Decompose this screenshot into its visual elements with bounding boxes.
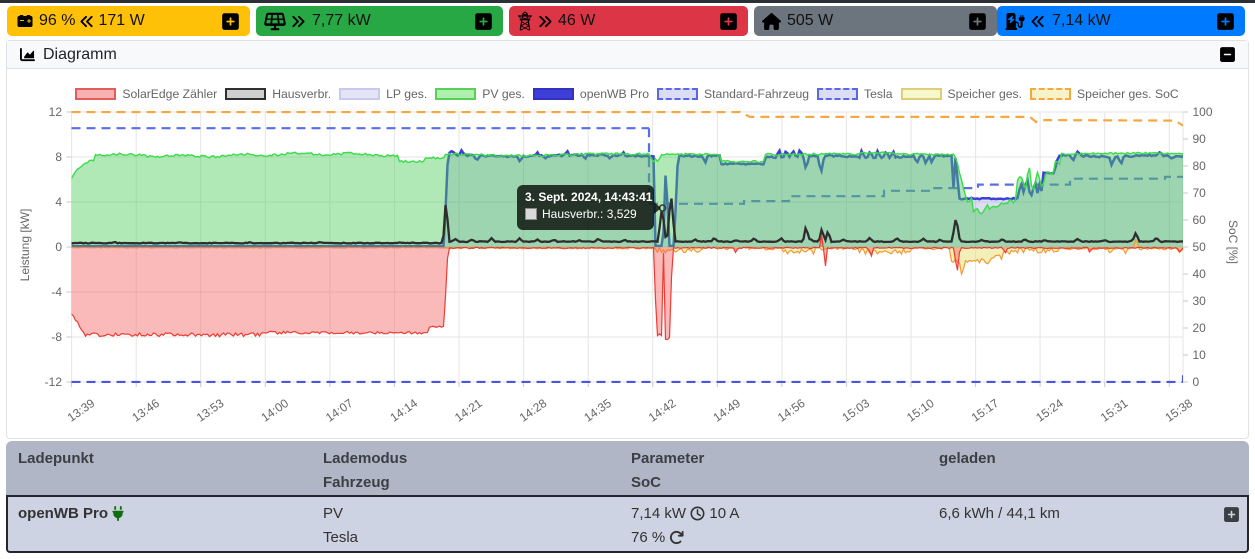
svg-text:4: 4 bbox=[55, 195, 62, 209]
svg-text:14:35: 14:35 bbox=[581, 396, 614, 425]
svg-text:-4: -4 bbox=[51, 285, 62, 299]
svg-text:15:03: 15:03 bbox=[839, 396, 872, 425]
svg-text:SoC [%]: SoC [%] bbox=[1226, 220, 1240, 264]
svg-text:0: 0 bbox=[55, 240, 62, 254]
svg-text:60: 60 bbox=[1193, 213, 1207, 227]
svg-text:15:10: 15:10 bbox=[904, 396, 937, 425]
svg-text:14:42: 14:42 bbox=[646, 396, 679, 425]
svg-text:15:24: 15:24 bbox=[1033, 396, 1066, 425]
svg-text:15:17: 15:17 bbox=[969, 396, 1002, 425]
svg-text:100: 100 bbox=[1193, 105, 1213, 119]
svg-text:50: 50 bbox=[1193, 240, 1207, 254]
svg-text:40: 40 bbox=[1193, 267, 1207, 281]
svg-text:15:31: 15:31 bbox=[1098, 396, 1131, 425]
svg-text:15:38: 15:38 bbox=[1162, 396, 1195, 425]
svg-text:14:28: 14:28 bbox=[517, 396, 550, 425]
svg-text:20: 20 bbox=[1193, 321, 1207, 335]
svg-text:10: 10 bbox=[1193, 348, 1207, 362]
svg-text:90: 90 bbox=[1193, 132, 1207, 146]
svg-text:0: 0 bbox=[1193, 375, 1200, 389]
svg-text:30: 30 bbox=[1193, 294, 1207, 308]
svg-text:-12: -12 bbox=[45, 375, 63, 389]
svg-text:13:39: 13:39 bbox=[65, 396, 98, 425]
svg-text:70: 70 bbox=[1193, 186, 1207, 200]
svg-text:14:07: 14:07 bbox=[323, 396, 356, 425]
svg-text:14:14: 14:14 bbox=[387, 396, 420, 425]
svg-text:14:21: 14:21 bbox=[452, 396, 485, 425]
svg-text:14:00: 14:00 bbox=[258, 396, 291, 425]
svg-text:8: 8 bbox=[55, 150, 62, 164]
svg-text:-8: -8 bbox=[51, 330, 62, 344]
svg-text:13:53: 13:53 bbox=[194, 396, 227, 425]
svg-text:13:46: 13:46 bbox=[129, 396, 162, 425]
svg-text:Leistung [kW]: Leistung [kW] bbox=[18, 209, 32, 282]
svg-text:14:56: 14:56 bbox=[775, 396, 808, 425]
svg-text:80: 80 bbox=[1193, 159, 1207, 173]
svg-text:12: 12 bbox=[49, 105, 63, 119]
svg-text:14:49: 14:49 bbox=[710, 396, 743, 425]
